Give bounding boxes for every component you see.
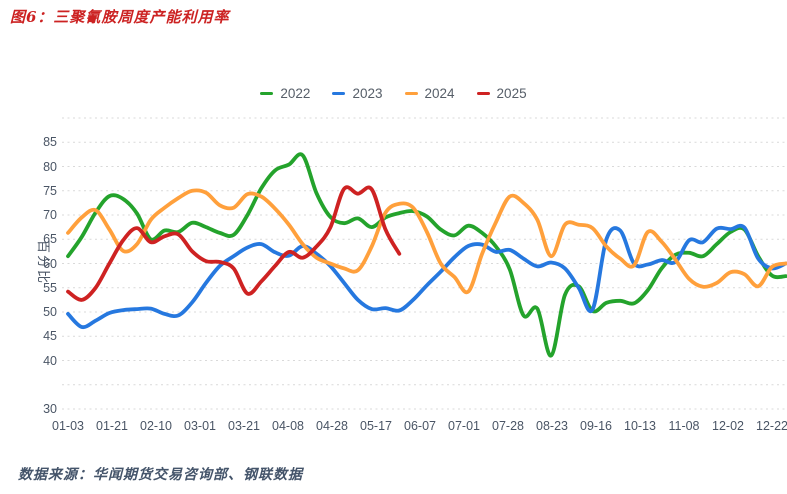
legend-label: 2022 — [280, 86, 311, 101]
x-tick-label-03-01: 03-01 — [184, 419, 216, 433]
legend-label: 2024 — [424, 86, 455, 101]
y-tick-label-55: 55 — [43, 280, 57, 295]
legend-item-2022: 2022 — [260, 86, 310, 101]
y-tick-label-30: 30 — [43, 402, 57, 416]
x-tick-label-04-08: 04-08 — [272, 419, 304, 433]
x-tick-label-01-03: 01-03 — [52, 419, 84, 433]
x-tick-label-02-10: 02-10 — [140, 419, 172, 433]
legend-item-2024: 2024 — [404, 86, 455, 101]
legend-item-2025: 2025 — [476, 86, 527, 101]
legend-item-2023: 2023 — [332, 86, 383, 101]
x-tick-label-05-17: 05-17 — [360, 419, 392, 433]
legend-dash-marker — [332, 91, 346, 96]
y-tick-label-80: 80 — [43, 159, 57, 174]
x-tick-label-12-02: 12-02 — [712, 419, 744, 433]
x-tick-label-01-21: 01-21 — [96, 419, 128, 433]
legend-dash-marker — [260, 91, 274, 96]
x-tick-label-03-21: 03-21 — [228, 419, 260, 433]
x-tick-label-07-01: 07-01 — [448, 419, 480, 433]
x-tick-label-12-22: 12-22 — [756, 419, 787, 433]
y-tick-label-70: 70 — [43, 208, 57, 222]
y-tick-label-60: 60 — [43, 256, 57, 271]
legend-dash-marker — [404, 91, 418, 96]
x-tick-label-04-28: 04-28 — [316, 419, 348, 433]
legend-label: 2025 — [496, 86, 527, 101]
x-tick-label-11-08: 11-08 — [668, 419, 700, 433]
series-line-2025 — [66, 185, 402, 302]
legend-dash-marker — [476, 91, 490, 96]
y-tick-label-45: 45 — [43, 329, 57, 344]
chart-legend: 2022 2023 2024 2025 — [0, 86, 787, 101]
y-tick-label-50: 50 — [43, 305, 57, 319]
series-line-2022 — [66, 152, 787, 358]
y-tick-label-65: 65 — [43, 232, 57, 247]
y-tick-label-40: 40 — [43, 353, 57, 368]
figure-title: 图6：三聚氰胺周度产能利用率 — [10, 8, 230, 26]
y-tick-label-75: 75 — [43, 183, 57, 198]
series-line-2024 — [66, 188, 787, 295]
x-tick-label-08-23: 08-23 — [536, 419, 568, 433]
series-line-2023 — [66, 223, 787, 330]
y-axis-title: 百分比 — [36, 240, 51, 286]
y-tick-label-85: 85 — [43, 135, 57, 150]
x-tick-label-07-28: 07-28 — [492, 419, 524, 433]
source-note: 数据来源：华闻期货交易咨询部、钢联数据 — [18, 467, 303, 483]
x-tick-label-06-07: 06-07 — [404, 419, 436, 433]
legend-label: 2023 — [352, 86, 383, 101]
x-tick-label-09-16: 09-16 — [580, 419, 612, 433]
x-tick-label-10-13: 10-13 — [624, 419, 656, 433]
